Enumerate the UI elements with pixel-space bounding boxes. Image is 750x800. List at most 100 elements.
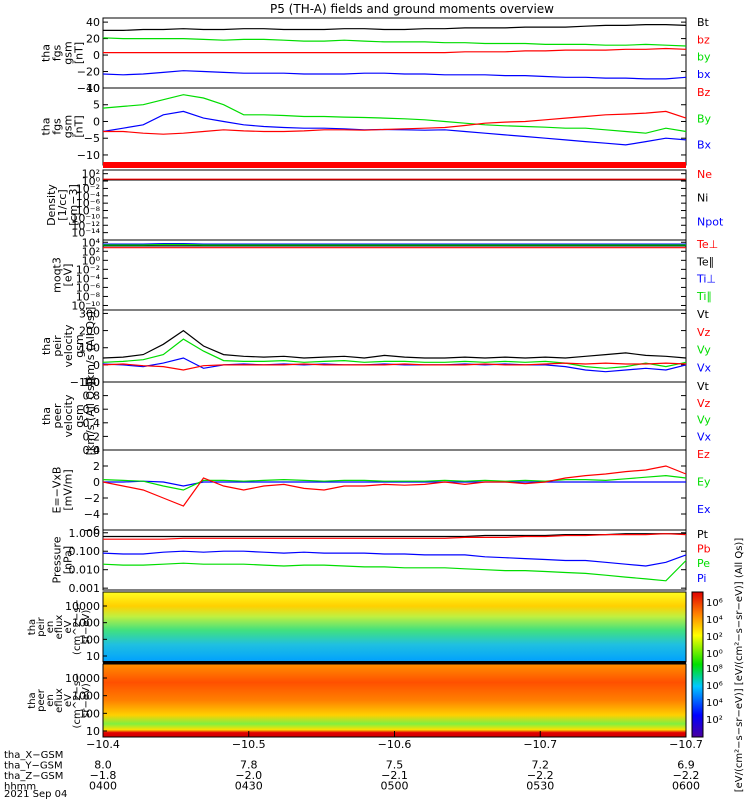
legend-entry: Bx — [697, 139, 712, 152]
legend-entry: Ex — [697, 503, 711, 516]
y-tick-label: −5 — [84, 132, 100, 145]
series-line-green — [102, 560, 687, 582]
y-axis-label: peer — [36, 688, 47, 712]
series-line-green — [102, 474, 687, 491]
colorbar-tick-label: 10⁰ — [706, 649, 723, 660]
y-axis-label: [km/s (All Qs)] — [84, 307, 97, 386]
x-row-value: 0430 — [235, 780, 263, 793]
y-tick-label: 10⁻¹⁰ — [71, 299, 100, 312]
y-axis-label: gsm — [62, 115, 75, 138]
y-axis-label: [nPa] — [62, 546, 75, 574]
x-row-value: 6.9 — [677, 759, 695, 772]
y-tick-label: 10² — [82, 245, 100, 258]
y-axis-label: sr−eV) — [81, 683, 92, 718]
series-line-red — [103, 47, 687, 54]
y-axis-label: [1/cc] — [56, 189, 69, 220]
y-tick-label: 100 — [79, 342, 100, 355]
y-tick-label: −40 — [77, 82, 100, 95]
panel-frame — [102, 87, 687, 166]
y-axis-label: tha — [40, 337, 53, 355]
y-tick-label: 10⁻⁴ — [76, 190, 101, 203]
series-line-green — [102, 338, 687, 369]
legend-entry: Vt — [697, 308, 710, 321]
legend-entry: Vx — [697, 430, 712, 443]
y-axis-label: en — [45, 694, 56, 707]
y-tick-label: 5 — [93, 99, 100, 112]
y-tick-label: 0 — [93, 359, 100, 372]
y-tick-label: 10² — [82, 168, 100, 181]
y-axis-label: eV — [63, 694, 74, 707]
x-row-value: 7.5 — [386, 759, 404, 772]
y-tick-label: 10⁻⁴ — [76, 272, 101, 285]
y-tick-label: 10⁰ — [82, 175, 101, 188]
y-axis-label: tha — [27, 619, 38, 635]
series-line-green — [102, 37, 687, 47]
x-tick-label: −10.7 — [523, 738, 557, 751]
x-row-label: tha_X−GSM — [4, 750, 63, 761]
y-tick-label: −2 — [84, 492, 100, 505]
legend-entry: Bt — [697, 16, 710, 29]
x-row-label: hhmm — [4, 782, 36, 793]
spectrogram-image — [103, 592, 686, 662]
y-tick-label: 10⁻⁶ — [76, 281, 101, 294]
y-tick-label: 0.6 — [83, 403, 101, 416]
y-tick-label: 0.0 — [83, 444, 101, 457]
series-line-blue — [102, 70, 687, 80]
x-row-label: tha_Z−GSM — [4, 771, 63, 782]
y-axis-label: tha — [40, 117, 53, 135]
series-line-blue — [102, 550, 687, 567]
y-axis-label: tha — [27, 692, 38, 708]
y-tick-label: 0 — [93, 49, 100, 62]
colorbar-label: [eV/(cm²−s−sr−eV)] [eV/(cm²−s−sr−eV)] (A… — [734, 538, 745, 793]
x-row-label: tha_Y−GSM — [4, 761, 63, 772]
y-axis-label: fgs — [51, 44, 64, 61]
y-axis-label: gsm — [73, 334, 86, 357]
y-axis-label: gsm — [62, 41, 75, 64]
series-line-black — [103, 533, 686, 538]
legend-entry: Bz — [697, 86, 711, 99]
y-tick-label: −4 — [84, 508, 100, 521]
legend-entry: By — [697, 112, 712, 125]
y-tick-label: 4 — [93, 444, 100, 457]
y-axis-label: (cm^2−s− — [72, 599, 83, 655]
y-axis-label: [cm−3] — [67, 184, 80, 226]
y-axis-label: peer — [51, 403, 64, 429]
spectrogram-1: 10000 1000 100 10 thapeirenefluxeV(cm^2−s−sr… — [27, 591, 687, 663]
y-axis-label: peir — [36, 616, 47, 636]
legend-entry: Npot — [697, 215, 724, 228]
x-tick-label: −10.6 — [378, 738, 412, 751]
x-tick-label: −10.4 — [86, 738, 120, 751]
y-tick-label: 0.8 — [83, 390, 101, 403]
y-tick-label: 10⁻¹⁴ — [71, 227, 100, 240]
y-tick-label: 20 — [86, 33, 100, 46]
x-row-value: 0400 — [89, 780, 117, 793]
y-tick-label: 10⁰ — [82, 254, 101, 267]
x-row-value: 8.0 — [94, 759, 112, 772]
y-tick-label: 10⁻⁸ — [76, 205, 101, 218]
y-tick-label: 1000 — [72, 617, 100, 630]
x-tick-label: −10.7 — [669, 738, 703, 751]
y-axis-label: eV — [63, 620, 74, 633]
y-tick-label: 1000 — [72, 690, 100, 703]
x-row-value: −2.2 — [527, 769, 554, 782]
y-tick-label: 100 — [79, 707, 100, 720]
y-tick-label: 10 — [86, 82, 100, 95]
y-tick-label: 10⁻² — [76, 182, 100, 195]
figure-title: P5 (TH-A) fields and ground moments over… — [270, 2, 554, 16]
y-tick-label: 1.000 — [69, 527, 101, 540]
y-axis-label: tha — [40, 407, 53, 425]
y-tick-label: 0 — [93, 476, 100, 489]
spectrogram-2: 10000 1000 100 10 thapeerenefluxeV(cm^2−s−sr… — [27, 663, 687, 738]
y-tick-label: 10⁻⁶ — [76, 197, 101, 210]
y-tick-label: −100 — [70, 376, 100, 389]
y-tick-label: 100 — [79, 633, 100, 646]
colorbar-tick-label: 10⁶ — [706, 598, 723, 609]
x-row-value: 7.8 — [240, 759, 258, 772]
series-line-blue — [103, 243, 686, 245]
legend-entry: Ne — [697, 168, 712, 181]
series-line-blue — [102, 110, 687, 146]
